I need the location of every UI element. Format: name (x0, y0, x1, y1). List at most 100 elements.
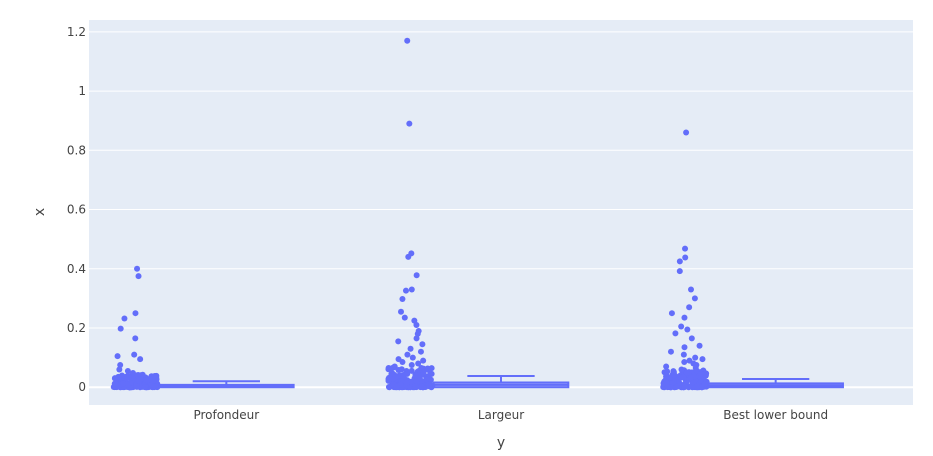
outlier-point (696, 342, 703, 349)
outlier-point (398, 308, 404, 315)
outlier-point (686, 304, 693, 311)
outlier-point (688, 286, 694, 293)
outlier-point (399, 295, 406, 302)
outlier-point (131, 351, 138, 358)
data-point (681, 383, 688, 390)
data-point (385, 377, 392, 384)
outlier-point (681, 314, 688, 321)
data-point (403, 379, 410, 386)
outlier-point (143, 377, 150, 384)
data-point (690, 379, 697, 386)
plot-area (89, 20, 913, 405)
data-point (413, 378, 420, 385)
data-point (418, 383, 425, 390)
outlier-point (678, 366, 685, 373)
outlier-point (409, 354, 416, 361)
outlier-point (697, 370, 704, 377)
data-point (666, 374, 673, 381)
outlier-point (688, 335, 695, 342)
data-point (141, 384, 148, 391)
outlier-point (684, 326, 691, 333)
outlier-point (417, 348, 424, 355)
y-tick-label: 1.2 (67, 25, 86, 39)
outlier-point (412, 371, 419, 378)
outlier-point (413, 322, 420, 329)
y-tick-label: 0.6 (67, 203, 86, 217)
data-point (125, 374, 132, 381)
y-tick-label: 1 (78, 84, 86, 98)
outlier-point (118, 374, 125, 381)
data-point (412, 383, 419, 390)
data-point (426, 375, 433, 382)
outlier-point (668, 310, 675, 317)
outlier-point (687, 374, 694, 381)
y-tick-labels: 0 0.2 0.4 0.6 0.8 1 1.2 (67, 25, 86, 394)
box-trace (110, 265, 295, 391)
data-point (408, 367, 415, 374)
outlier-point (124, 367, 131, 374)
data-point (408, 378, 415, 385)
outlier-point (407, 345, 414, 352)
data-point (664, 384, 671, 391)
x-tick-label: Largeur (478, 408, 524, 422)
outlier-point (111, 375, 118, 382)
data-point (120, 380, 127, 387)
outlier-point (681, 359, 688, 366)
data-point (702, 372, 709, 379)
outlier-point (406, 120, 413, 127)
outlier-point (395, 338, 402, 345)
x-axis-title: y (497, 435, 505, 451)
outlier-point (678, 323, 685, 330)
outlier-point (681, 344, 688, 351)
outlier-point (402, 287, 409, 294)
data-point (133, 383, 140, 390)
data-point (664, 368, 671, 375)
outlier-point (404, 37, 411, 44)
outlier-point (682, 254, 689, 261)
outlier-point (663, 363, 670, 370)
box-trace (385, 37, 570, 391)
outlier-point (129, 370, 136, 377)
outlier-point (117, 325, 124, 332)
outlier-point (692, 354, 699, 361)
outlier-point (399, 359, 406, 366)
outlier-point (680, 351, 687, 358)
outlier-point (137, 356, 144, 363)
outlier-point (116, 366, 123, 373)
x-tick-label: Profondeur (193, 408, 259, 422)
outlier-point (420, 369, 427, 376)
y-tick-label: 0.8 (67, 143, 86, 157)
outlier-point (671, 372, 678, 379)
data-point (113, 380, 120, 387)
outlier-point (413, 272, 420, 279)
outlier-point (114, 353, 121, 360)
y-tick-label: 0 (78, 380, 86, 394)
outlier-point (676, 258, 683, 265)
y-axis-title: x (32, 208, 48, 216)
series-layer (110, 37, 844, 391)
outlier-point (676, 268, 683, 275)
outlier-point (405, 253, 412, 260)
outlier-point (150, 377, 157, 384)
outlier-point (413, 335, 420, 342)
outlier-point (682, 245, 689, 252)
outlier-point (404, 351, 411, 358)
outlier-point (699, 356, 706, 363)
outlier-point (411, 317, 418, 324)
outlier-point (117, 362, 124, 369)
y-tick-label: 0.4 (67, 262, 86, 276)
outlier-point (134, 265, 141, 272)
outlier-point (415, 360, 422, 367)
outlier-point (408, 362, 415, 369)
outlier-point (419, 341, 426, 348)
data-point (698, 384, 705, 391)
outlier-point (135, 377, 142, 384)
x-tick-label: Best lower bound (723, 408, 828, 422)
data-point (693, 383, 700, 390)
outlier-point (672, 330, 679, 337)
outlier-point (680, 373, 687, 380)
data-point (398, 366, 405, 373)
y-tick-label: 0.2 (67, 321, 86, 335)
